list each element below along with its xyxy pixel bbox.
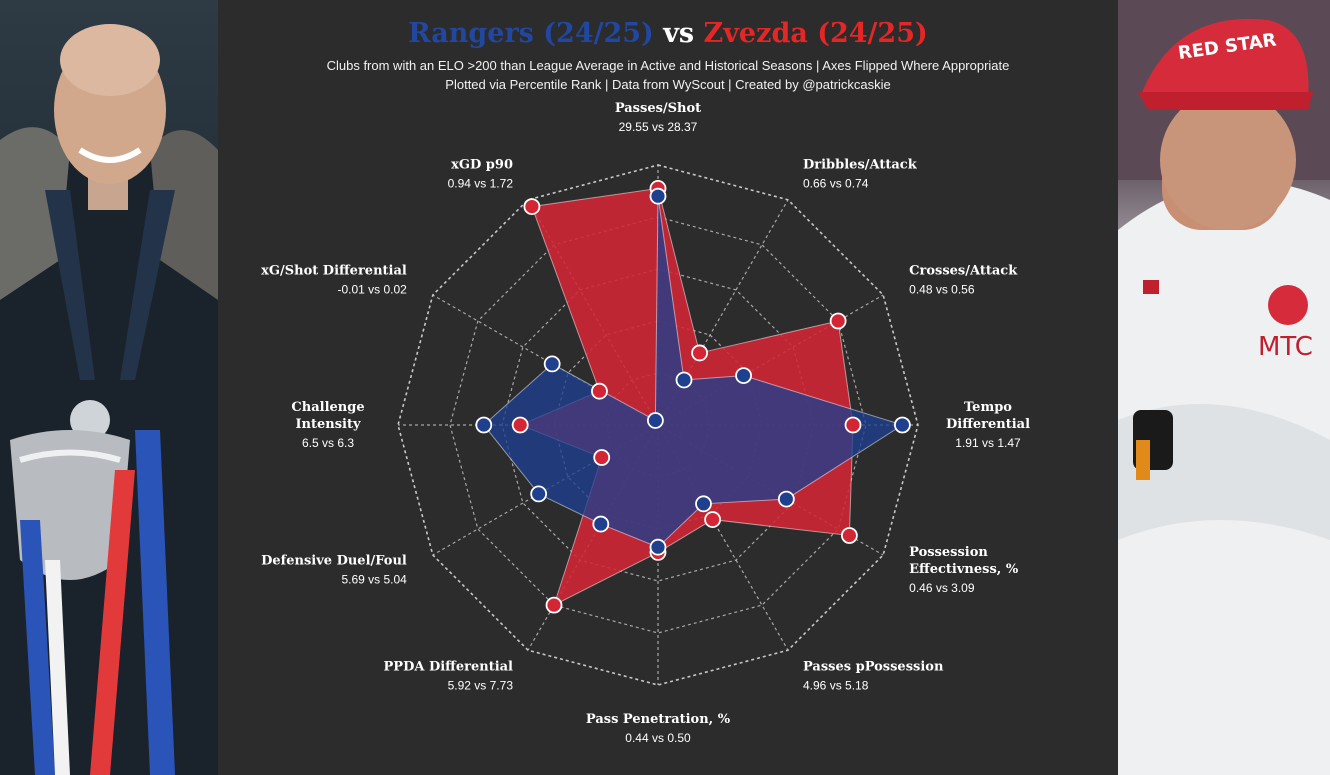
axis-labels: Passes/Shot 29.55 vs 28.37 Dribbles/Attack… [261, 101, 1030, 745]
axis-values-6: 4.96 vs 5.18 [803, 679, 869, 693]
team-b-title: Zvezda (24/25) [703, 18, 928, 49]
axis-values-9: 5.69 vs 5.04 [341, 573, 407, 587]
axis-values-1: 29.55 vs 28.37 [619, 120, 698, 134]
series-2-point-8 [592, 515, 610, 533]
series-1-point-6 [704, 511, 722, 528]
series-1-point-8 [545, 596, 563, 614]
series-2-point-9 [530, 485, 548, 503]
axis-values-3: 0.48 vs 0.56 [909, 283, 975, 297]
axis-label-8: PPDA Differential [384, 660, 514, 675]
subtitle-line-1: Clubs from with an ELO >200 than League … [326, 58, 1010, 73]
axis-label-2: Dribbles/Attack [803, 157, 918, 172]
team-a-title: Rangers (24/25) [408, 18, 654, 49]
svg-text:MTC: MTC [1258, 332, 1313, 362]
series-2-point-3 [735, 367, 752, 385]
radar-chart: Passes/Shot 29.55 vs 28.37 Dribbles/Attack… [261, 101, 1030, 745]
rangers-manager-illustration [0, 24, 218, 775]
series-2-point-11 [543, 355, 561, 373]
axis-values-11: -0.01 vs 0.02 [337, 283, 407, 297]
axis-label-4-line-1: Tempo [964, 400, 1012, 415]
axis-label-6: Passes pPossession [803, 660, 944, 675]
series-2-point-5 [777, 490, 795, 508]
series-2-point-1 [649, 187, 667, 205]
series-1-point-11 [591, 382, 608, 400]
axis-label-10-line-1: Challenge [291, 400, 364, 415]
subtitle-line-2: Plotted via Percentile Rank | Data from … [445, 77, 891, 92]
axis-label-1: Passes/Shot [615, 101, 701, 116]
axis-label-12: xGD p90 [451, 157, 513, 172]
series-1-point-2 [691, 344, 709, 362]
chart-panel: Rangers (24/25) vs Zvezda (24/25) Clubs … [218, 0, 1118, 775]
axis-values-7: 0.44 vs 0.50 [625, 731, 691, 745]
axis-values-4: 1.91 vs 1.47 [955, 436, 1021, 450]
series-1-point-12 [523, 198, 541, 215]
series-2-point-4 [894, 416, 911, 434]
radar-series [475, 179, 911, 614]
series-2-point-7 [649, 538, 667, 556]
series-1-point-9 [593, 449, 611, 466]
radar-ring-100 [397, 164, 919, 686]
rangers-manager-photo [0, 0, 218, 775]
axis-label-3: Crosses/Attack [909, 264, 1018, 279]
series-1-point-4 [844, 416, 862, 434]
axis-values-10: 6.5 vs 6.3 [302, 436, 354, 450]
axis-label-4-line-2: Differential [946, 417, 1030, 432]
series-1-point-5 [840, 527, 858, 544]
zvezda-manager-illustration: RED STAR MTC [1118, 0, 1330, 775]
radar-ring-80 [449, 216, 867, 634]
axis-values-8: 5.92 vs 7.73 [448, 679, 514, 693]
axis-values-2: 0.66 vs 0.74 [803, 176, 869, 190]
axis-label-11: xG/Shot Differential [261, 264, 407, 279]
series-2-point-12 [646, 412, 664, 429]
series-2-point-2 [675, 371, 693, 389]
series-2-point-10 [475, 416, 493, 434]
series-1-point-10 [511, 416, 529, 434]
axis-label-10-line-2: Intensity [295, 417, 361, 432]
series-1-point-3 [829, 312, 847, 330]
axis-label-7: Pass Penetration, % [586, 712, 731, 727]
axis-label-5-line-2: Effectivness, % [909, 562, 1019, 577]
series-2-point-6 [695, 495, 712, 513]
axis-label-5-line-1: Possession [909, 545, 988, 560]
chart-title: Rangers (24/25) vs Zvezda (24/25) [218, 18, 1118, 49]
axis-values-5: 0.46 vs 3.09 [909, 581, 975, 595]
axis-values-12: 0.94 vs 1.72 [448, 176, 514, 190]
axis-label-9: Defensive Duel/Foul [261, 554, 407, 569]
vs-label: vs [663, 18, 695, 49]
zvezda-manager-photo: RED STAR MTC [1118, 0, 1330, 775]
